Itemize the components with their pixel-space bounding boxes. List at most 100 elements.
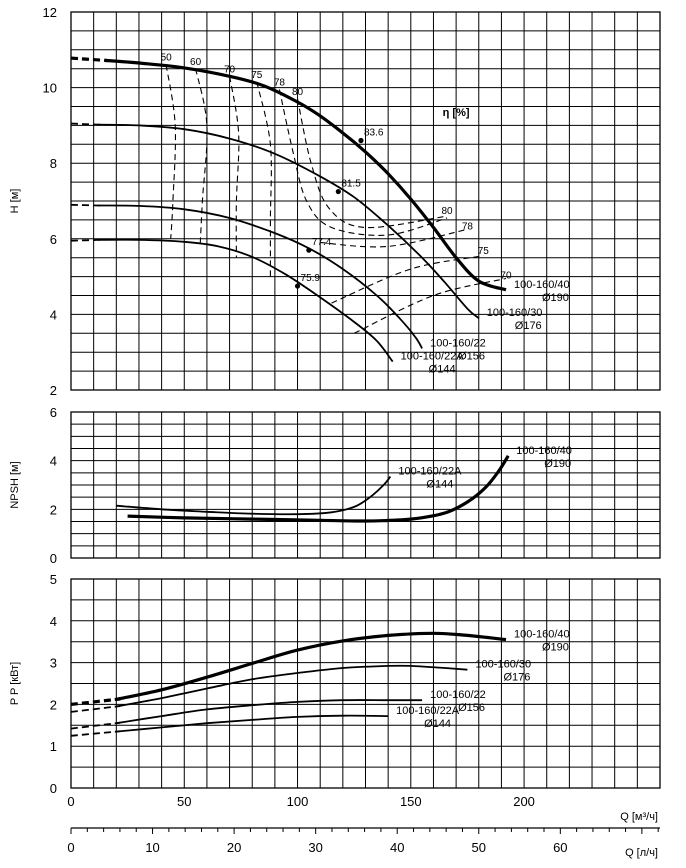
secondary-x-tick-label: 60: [553, 840, 567, 855]
efficiency-value: 81.5: [341, 179, 361, 190]
series-label: 100-160/40: [516, 445, 572, 457]
series-label: 100-160/30: [487, 307, 543, 319]
grid: [70, 411, 661, 559]
iso-efficiency-curve: [256, 81, 272, 281]
y-tick-label: 2: [50, 502, 57, 517]
efficiency-value: 75.9: [301, 273, 321, 284]
y-tick-label: 6: [50, 405, 57, 420]
efficiency-value: 83.6: [364, 128, 384, 139]
x-tick-label: 200: [513, 794, 535, 809]
curve-dashed-100-160/30: [70, 705, 121, 713]
iso-efficiency-curve: [229, 76, 240, 258]
secondary-x-tick-label: 0: [67, 840, 74, 855]
series-label: 100-160/22: [430, 337, 486, 349]
series-diameter: Ø144: [429, 364, 456, 376]
curve-dashed-100-160/22: [70, 203, 102, 207]
x-tick-label: 100: [287, 794, 309, 809]
iso-efficiency-label: 75: [478, 246, 490, 257]
curve-100-160/30: [116, 664, 468, 708]
grid: [70, 578, 661, 789]
series-label: 100-160/22A: [398, 465, 462, 477]
secondary-x-tick-label: 40: [390, 840, 404, 855]
y-tick-label: 12: [43, 5, 57, 20]
y-axis-title: NPSH [м]: [9, 461, 21, 508]
series-diameter: Ø176: [503, 672, 530, 684]
curve-100-160/40: [127, 454, 510, 523]
series-label: 100-160/22A: [396, 705, 460, 717]
y-tick-label: 4: [50, 614, 57, 629]
best-efficiency-point: [306, 247, 312, 253]
plot-frame: [70, 411, 661, 559]
y-tick-label: 0: [50, 781, 57, 796]
iso-efficiency-curve: [320, 228, 468, 248]
efficiency-axis-label: η [%]: [443, 107, 470, 119]
y-tick-label: 5: [50, 572, 57, 587]
series-diameter: Ø144: [424, 718, 451, 730]
y-axis-title: P P [кВт]: [9, 662, 21, 705]
series-diameter: Ø156: [458, 350, 485, 362]
x-axes: 0 50 100 150 200 Q [м³/ч] 0 10 20 30 40 50 60 Q [л/ч]: [67, 794, 660, 859]
y-tick-label: 0: [50, 551, 57, 566]
best-efficiency-point: [335, 188, 341, 195]
curve-dashed-100-160/40: [70, 697, 122, 706]
x-axis-title: Q [м³/ч]: [620, 811, 658, 823]
y-tick-label: 10: [43, 81, 57, 96]
iso-efficiency-label: 70: [224, 64, 236, 75]
x-tick-label: 0: [67, 794, 74, 809]
secondary-x-tick-label: 30: [308, 840, 322, 855]
secondary-x-axis-title: Q [л/ч]: [625, 847, 658, 859]
iso-efficiency-label: 80: [292, 87, 304, 98]
iso-efficiency-label: 70: [500, 270, 512, 281]
iso-efficiency-curve: [331, 255, 484, 304]
iso-efficiency-label: 80: [441, 206, 453, 217]
iso-efficiency-curve: [195, 68, 208, 247]
y-tick-label: 3: [50, 656, 57, 671]
series-label: 100-160/40: [514, 279, 570, 291]
iso-efficiency-label: 78: [462, 221, 474, 232]
iso-efficiency-curve: [353, 277, 507, 334]
iso-efficiency-label: 50: [161, 52, 173, 63]
series-label: 100-160/22A: [401, 351, 465, 363]
curve-100-160/22A: [116, 714, 389, 733]
plot-frame: [70, 11, 661, 391]
curve-100-160/22: [116, 699, 423, 725]
series-label: 100-160/30: [475, 659, 531, 671]
series-diameter: Ø176: [515, 320, 542, 332]
secondary-x-tick-label: 10: [145, 840, 159, 855]
curve-dashed-100-160/22A: [70, 238, 102, 242]
iso-efficiency-curve: [278, 89, 448, 236]
iso-efficiency-label: 78: [274, 78, 286, 89]
x-tick-label: 50: [177, 794, 191, 809]
best-efficiency-point: [358, 137, 364, 144]
series-diameter: Ø190: [542, 642, 569, 654]
iso-efficiency-curve: [165, 64, 176, 239]
series-diameter: Ø190: [542, 292, 569, 304]
series-diameter: Ø156: [458, 702, 485, 714]
curve-100-160/40: [104, 58, 507, 292]
y-tick-label: 2: [50, 383, 57, 398]
best-efficiency-point: [294, 283, 301, 289]
series-label: 100-160/40: [514, 629, 570, 641]
series-diameter: Ø190: [544, 458, 571, 470]
curve-dashed-100-160/40: [70, 56, 110, 63]
iso-efficiency-curve: [296, 98, 448, 229]
curve-100-160/30: [98, 123, 480, 319]
curve-dashed-100-160/22A: [70, 730, 121, 737]
y-tick-label: 2: [50, 697, 57, 712]
y-tick-label: 6: [50, 232, 57, 247]
grid: [70, 11, 661, 391]
curve-100-160/22A: [98, 238, 394, 363]
y-tick-label: 8: [50, 156, 57, 171]
iso-efficiency-label: 75: [251, 70, 263, 81]
y-tick-label: 4: [50, 454, 57, 469]
plot-frame: [70, 578, 661, 789]
curve-dashed-100-160/30: [70, 122, 102, 126]
series-diameter: Ø144: [426, 478, 453, 490]
series-label: 100-160/22: [430, 689, 486, 701]
y-axis-title: H [м]: [9, 189, 21, 214]
curve-100-160/40: [115, 631, 507, 701]
